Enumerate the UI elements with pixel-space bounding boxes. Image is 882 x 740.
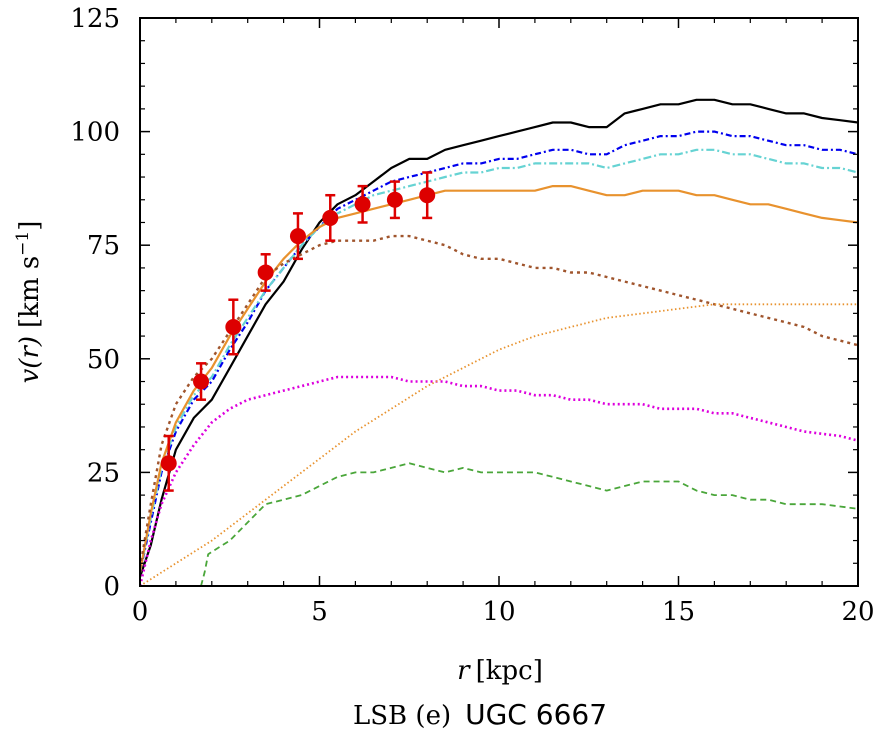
y-tick-label: 75 — [87, 231, 120, 261]
data-point-marker — [289, 228, 306, 245]
observed-point — [160, 434, 177, 492]
x-tick-label: 5 — [311, 597, 328, 627]
x-tick-label: 0 — [132, 597, 149, 627]
series-brown-dotted — [140, 234, 858, 569]
observed-points-layer — [160, 171, 436, 492]
observed-point — [225, 298, 242, 356]
caption: LSB (e) UGC 6667 — [353, 698, 607, 731]
series-green-dashed — [200, 462, 858, 586]
observed-point — [354, 184, 371, 224]
tick-labels-layer: 0 5 10 15 20 0 25 50 75 100 125 — [70, 4, 874, 627]
data-point-marker — [354, 196, 371, 213]
data-point-marker — [257, 264, 274, 281]
data-point-marker — [386, 191, 403, 208]
x-tick-label: 15 — [662, 597, 695, 627]
data-point-marker — [419, 187, 436, 204]
series-total-black — [140, 98, 858, 578]
series-orange-dotted — [140, 303, 858, 586]
series-cyan-dashdot — [140, 148, 858, 573]
series-orange-solid — [140, 185, 858, 573]
observed-point — [322, 193, 339, 242]
observed-point — [193, 362, 210, 401]
data-point-marker — [225, 318, 242, 335]
observed-point — [289, 212, 306, 261]
y-tick-label: 125 — [70, 4, 120, 34]
x-axis-label: r [kpc] — [457, 656, 543, 686]
y-tick-label: 25 — [87, 458, 120, 488]
y-tick-label: 50 — [87, 345, 120, 375]
y-tick-label: 0 — [103, 572, 120, 602]
x-tick-label: 20 — [841, 597, 874, 627]
data-point-marker — [193, 373, 210, 390]
plot-frame — [139, 17, 859, 587]
x-tick-label: 10 — [482, 597, 515, 627]
data-point-marker — [160, 455, 177, 472]
y-axis-label: v(r)[km s−1] — [13, 221, 45, 384]
ticks-layer — [139, 17, 859, 587]
series-blue-dashdot — [140, 130, 858, 573]
observed-point — [419, 171, 436, 220]
y-tick-label: 100 — [70, 118, 120, 148]
data-point-marker — [322, 209, 339, 226]
series-magenta-dotted — [140, 375, 858, 586]
series-layer — [140, 98, 858, 586]
observed-point — [386, 180, 403, 220]
observed-point — [257, 253, 274, 292]
